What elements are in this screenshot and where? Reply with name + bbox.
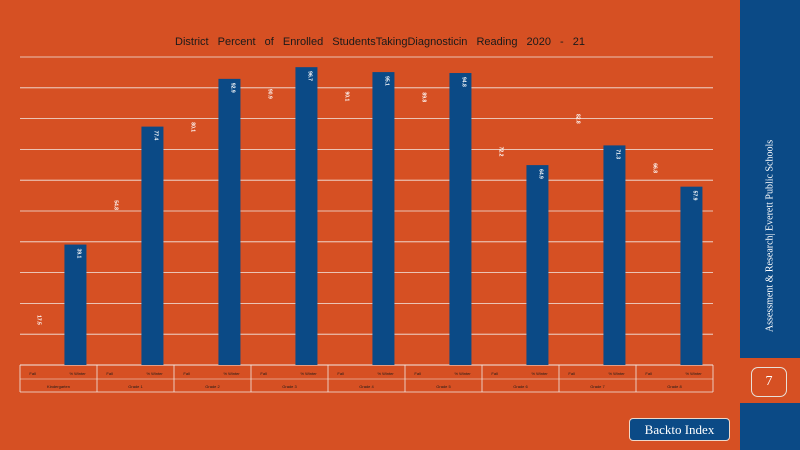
bar-winter bbox=[64, 244, 87, 365]
data-label-winter: 96.7 bbox=[306, 71, 312, 81]
tick-label-winter: % Winter bbox=[454, 371, 471, 376]
group-label: Grade 6 bbox=[513, 384, 528, 389]
tick-label-winter: % Winter bbox=[69, 371, 86, 376]
data-label-winter: 92.9 bbox=[229, 83, 235, 93]
bar-winter bbox=[603, 145, 626, 365]
tick-label-fall: Fall bbox=[106, 371, 113, 376]
data-label-fall: 80.1 bbox=[189, 122, 195, 132]
data-label-winter: 94.8 bbox=[460, 77, 466, 87]
tick-label-fall: Fall bbox=[337, 371, 344, 376]
sidebar-bottom-block bbox=[740, 403, 800, 450]
data-label-winter: 64.9 bbox=[537, 169, 543, 179]
bar-winter bbox=[218, 78, 241, 366]
data-label-winter: 77.4 bbox=[152, 131, 158, 141]
group-label: Grade 4 bbox=[359, 384, 374, 389]
bar-winter bbox=[372, 72, 395, 365]
group-label: Grade 2 bbox=[205, 384, 220, 389]
group-label: Grade 8 bbox=[667, 384, 682, 389]
tick-label-fall: Fall bbox=[491, 371, 498, 376]
page-number: 7 bbox=[751, 367, 787, 397]
data-label-fall: 89.8 bbox=[420, 92, 426, 102]
tick-label-winter: % Winter bbox=[685, 371, 702, 376]
tick-label-fall: Fall bbox=[414, 371, 421, 376]
data-label-fall: 90.1 bbox=[343, 91, 349, 101]
tick-label-winter: % Winter bbox=[608, 371, 625, 376]
data-label-fall: 82.8 bbox=[574, 114, 580, 124]
data-label-winter: 95.1 bbox=[383, 76, 389, 86]
data-label-fall: 90.9 bbox=[266, 89, 272, 99]
data-label-fall: 72.2 bbox=[497, 147, 503, 157]
group-label: Kindergarten bbox=[47, 384, 70, 389]
data-label-fall: 54.8 bbox=[112, 200, 118, 210]
tick-label-fall: Fall bbox=[29, 371, 36, 376]
bar-winter bbox=[295, 67, 318, 365]
group-label: Grade 5 bbox=[436, 384, 451, 389]
tick-label-fall: Fall bbox=[568, 371, 575, 376]
back-to-index-button[interactable]: Backto Index bbox=[629, 418, 730, 441]
chart-title: District Percent of Enrolled StudentsTak… bbox=[175, 36, 585, 48]
tick-label-winter: % Winter bbox=[223, 371, 240, 376]
tick-label-fall: Fall bbox=[645, 371, 652, 376]
tick-label-fall: Fall bbox=[260, 371, 267, 376]
data-label-fall: 66.8 bbox=[651, 163, 657, 173]
tick-label-winter: % Winter bbox=[146, 371, 163, 376]
tick-label-winter: % Winter bbox=[377, 371, 394, 376]
data-label-winter: 57.9 bbox=[691, 191, 697, 201]
bar-winter bbox=[526, 165, 549, 365]
data-label-winter: 39.1 bbox=[75, 249, 81, 259]
sidebar-org-label: Assessment & Research| Everett Public Sc… bbox=[764, 139, 776, 333]
bar-winter bbox=[680, 186, 703, 365]
sidebar-panel bbox=[740, 0, 800, 358]
tick-label-fall: Fall bbox=[183, 371, 190, 376]
group-label: Grade 3 bbox=[282, 384, 297, 389]
bar-winter bbox=[141, 126, 164, 365]
data-label-winter: 71.3 bbox=[614, 149, 620, 159]
tick-label-winter: % Winter bbox=[531, 371, 548, 376]
group-label: Grade 1 bbox=[128, 384, 143, 389]
bar-winter bbox=[449, 73, 472, 366]
group-label: Grade 7 bbox=[590, 384, 605, 389]
data-label-fall: 17.5 bbox=[35, 315, 41, 325]
tick-label-winter: % Winter bbox=[300, 371, 317, 376]
